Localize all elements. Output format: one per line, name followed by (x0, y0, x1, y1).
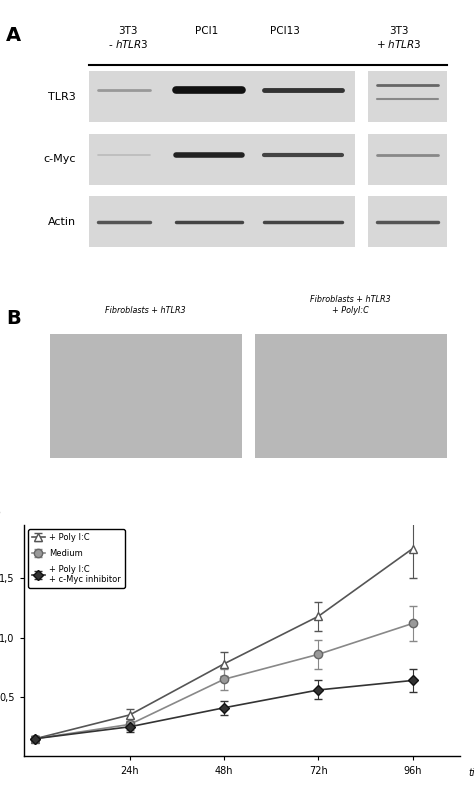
FancyBboxPatch shape (368, 134, 447, 184)
FancyBboxPatch shape (368, 196, 447, 247)
Text: TLR3: TLR3 (48, 91, 76, 102)
FancyBboxPatch shape (368, 71, 447, 122)
Text: c-Myc: c-Myc (44, 154, 76, 164)
FancyBboxPatch shape (89, 134, 355, 184)
FancyBboxPatch shape (255, 334, 447, 458)
Text: 3T3
+ $hTLR3$: 3T3 + $hTLR3$ (376, 26, 421, 50)
Text: 3T3
- $hTLR3$: 3T3 - $hTLR3$ (108, 26, 149, 50)
FancyBboxPatch shape (89, 71, 355, 122)
FancyBboxPatch shape (89, 196, 355, 247)
Text: A: A (6, 26, 21, 45)
Text: Actin: Actin (48, 217, 76, 227)
Legend: + Poly I:C, Medium, + Poly I:C
+ c-Myc inhibitor: + Poly I:C, Medium, + Poly I:C + c-Myc i… (28, 529, 125, 588)
Text: Fibroblasts + hTLR3
+ PolyI:C: Fibroblasts + hTLR3 + PolyI:C (310, 296, 391, 315)
Text: Fibroblasts + hTLR3: Fibroblasts + hTLR3 (106, 306, 186, 315)
FancyBboxPatch shape (50, 334, 242, 458)
Text: time: time (468, 768, 474, 778)
Text: PCI1: PCI1 (195, 26, 219, 36)
Text: PCI13: PCI13 (270, 26, 301, 36)
Text: B: B (6, 309, 21, 328)
Text: OD$_{570}$: OD$_{570}$ (0, 504, 2, 518)
